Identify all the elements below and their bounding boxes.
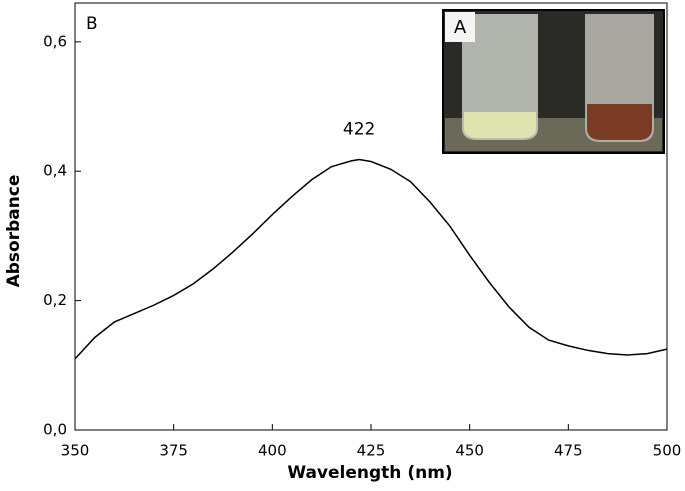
liquid-right — [587, 104, 652, 140]
spectrum-line — [74, 158, 668, 360]
x-tick-label: 350 — [61, 442, 90, 460]
panel-label: B — [86, 14, 98, 34]
x-tick-label: 450 — [455, 442, 484, 460]
y-tick-label: 0,0 — [43, 421, 67, 439]
x-tick-label: 375 — [159, 442, 188, 460]
x-tick-label: 400 — [258, 442, 287, 460]
x-axis-title: Wavelength (nm) — [287, 463, 452, 483]
x-tick-label: 475 — [554, 442, 583, 460]
liquid-left — [464, 112, 536, 138]
x-tick-label: 425 — [357, 442, 386, 460]
y-tick-label: 0,2 — [43, 291, 67, 309]
y-tick-label: 0,6 — [43, 32, 67, 50]
inset-label-box — [445, 12, 475, 42]
inset-label: A — [454, 17, 467, 38]
y-axis-title: Absorbance — [4, 175, 24, 288]
x-tick-label: 500 — [653, 442, 682, 460]
beaker-left — [462, 14, 538, 140]
inset-photo: A — [442, 9, 665, 154]
peak-annotation: 422 — [343, 120, 375, 140]
y-tick-label: 0,4 — [43, 162, 67, 180]
